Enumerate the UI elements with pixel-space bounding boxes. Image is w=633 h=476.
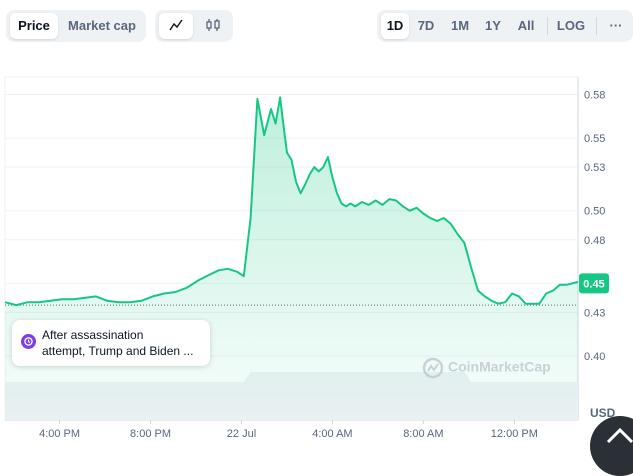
news-event-tooltip[interactable]: After assassination attempt, Trump and B… — [12, 320, 210, 366]
range-1m-button[interactable]: 1M — [450, 18, 470, 33]
price-line — [4, 96, 579, 307]
tooltip-line-2: attempt, Trump and Biden ... — [42, 344, 194, 358]
x-tick-label: 22 Jul — [227, 428, 256, 440]
range-divider — [547, 17, 548, 35]
range-1d-button[interactable]: 1D — [381, 13, 409, 39]
y-tick-label: 0.50 — [584, 206, 605, 218]
price-tab[interactable]: Price — [10, 13, 58, 39]
range-1y-button[interactable]: 1Y — [485, 18, 501, 33]
y-tick-label: 0.53 — [584, 162, 605, 174]
y-tick-label: 0.58 — [584, 90, 605, 102]
price-chart[interactable]: 0.58 0.55 0.53 0.50 0.48 0.45 0.43 0.40 4:00 PM… — [0, 0, 633, 447]
price-marketcap-toggle: Price Market cap — [6, 10, 146, 42]
x-tick-label: 4:00 AM — [312, 428, 352, 440]
more-divider — [596, 17, 597, 35]
x-tick-label: 8:00 PM — [130, 428, 171, 440]
candlestick-icon[interactable] — [196, 13, 230, 39]
chevron-up-icon — [606, 427, 633, 444]
range-all-button[interactable]: All — [517, 18, 535, 33]
currency-label: USD — [590, 406, 616, 420]
history-icon — [21, 334, 36, 349]
chart-type-toggle — [155, 10, 233, 42]
current-price-label: 0.45 — [583, 278, 604, 290]
y-tick-label: 0.55 — [584, 133, 605, 145]
line-chart-icon[interactable] — [159, 13, 193, 39]
log-scale-button[interactable]: LOG — [556, 18, 586, 33]
coinmarketcap-logo-icon — [422, 357, 444, 379]
tooltip-line-1: After assassination — [42, 328, 144, 342]
current-price-badge — [579, 273, 609, 294]
watermark-text: CoinMarketCap — [448, 358, 551, 375]
time-range-selector: 1D 7D 1M 1Y All LOG ··· — [377, 10, 633, 42]
x-tick-label: 4:00 PM — [39, 428, 80, 440]
x-tick-label: 12:00 PM — [491, 428, 538, 440]
range-7d-button[interactable]: 7D — [417, 18, 435, 33]
y-tick-label: 0.48 — [584, 235, 605, 247]
x-tick-label: 8:00 AM — [403, 428, 443, 440]
more-options-button[interactable]: ··· — [609, 18, 623, 33]
coinmarketcap-watermark: CoinMarketCap — [422, 357, 551, 379]
y-tick-label: 0.43 — [584, 307, 605, 319]
market-cap-tab[interactable]: Market cap — [68, 18, 136, 33]
y-tick-label: 0.40 — [584, 351, 605, 363]
